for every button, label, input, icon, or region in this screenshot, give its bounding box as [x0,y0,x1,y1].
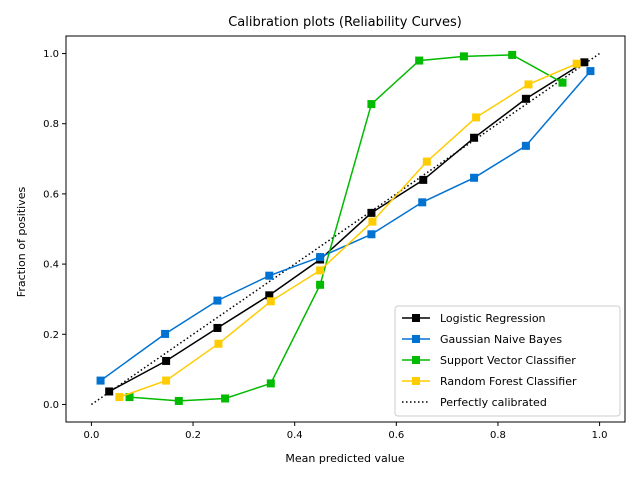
data-point [521,141,530,150]
data-point [316,280,325,289]
data-point [96,376,105,385]
data-point [472,113,481,122]
x-tick-label: 0.4 [287,430,303,441]
data-point [265,271,274,280]
legend-label: Perfectly calibrated [440,396,547,409]
data-point [266,297,275,306]
y-tick-label: 0.2 [43,330,59,341]
legend-box [394,305,621,417]
legend-label: Random Forest Classifier [440,375,577,388]
legend-marker [412,377,420,385]
y-axis-label: Fraction of positives [15,187,28,298]
data-point [213,296,222,305]
chart-title: Calibration plots (Reliability Curves) [228,15,462,30]
y-tick-label: 0.0 [43,400,59,411]
series-line-logistic-regression [108,61,585,393]
data-point [368,217,377,226]
legend-entry: Support Vector Classifier [402,354,576,367]
series-support-vector-classifier [125,50,567,405]
data-point [367,230,376,239]
x-tick-label: 0.8 [490,430,506,441]
y-tick-label: 1.0 [43,49,59,60]
legend-entry: Gaussian Naive Bayes [402,333,562,346]
data-point [418,198,427,207]
series-perfectly-calibrated [90,52,601,406]
data-point [316,266,325,275]
data-point [265,291,274,300]
data-point [221,394,230,403]
data-point [419,175,428,184]
data-point [214,339,223,348]
data-point [266,379,275,388]
legend-marker [412,356,420,364]
legend-entry: Logistic Regression [402,312,546,325]
data-point [470,133,479,142]
data-point [459,52,468,61]
data-point [105,387,114,396]
series-line-perfectly-calibrated [90,52,601,406]
data-point [524,80,533,89]
data-point [521,94,530,103]
data-point [586,67,595,76]
legend: Logistic Regression Gaussian Naive Bayes S… [394,305,621,417]
data-point [470,173,479,182]
data-point [367,100,376,109]
legend-label: Support Vector Classifier [440,354,576,367]
y-tick-label: 0.4 [43,260,59,271]
series-line-random-forest-classifier [119,63,577,398]
data-point [161,329,170,338]
x-tick-label: 0.6 [388,430,404,441]
legend-marker [412,335,420,343]
legend-entry: Random Forest Classifier [402,375,577,388]
y-tick-label: 0.8 [43,119,59,130]
data-point [213,323,222,332]
data-point [558,78,567,87]
data-point [572,59,581,68]
legend-entry: Perfectly calibrated [402,396,547,409]
data-point [422,157,431,166]
x-tick-label: 0.2 [185,430,201,441]
data-point [162,376,171,385]
legend-label: Gaussian Naive Bayes [440,333,562,346]
legend-label: Logistic Regression [440,312,546,325]
data-point [367,208,376,217]
data-point [580,58,589,67]
data-point [415,56,424,65]
data-point [174,396,183,405]
y-tick-label: 0.6 [43,189,59,200]
data-point [508,50,517,59]
x-tick-label: 1.0 [592,430,608,441]
data-point [115,393,124,402]
series-random-forest-classifier [115,59,581,402]
legend-marker [412,314,420,322]
data-point [316,253,325,262]
series-logistic-regression [105,58,589,396]
data-point [125,393,134,402]
data-point [162,356,171,365]
x-tick-label: 0.0 [83,430,99,441]
plot-frame [65,35,626,423]
series-line-support-vector-classifier [129,54,563,402]
x-axis-label: Mean predicted value [285,452,404,465]
